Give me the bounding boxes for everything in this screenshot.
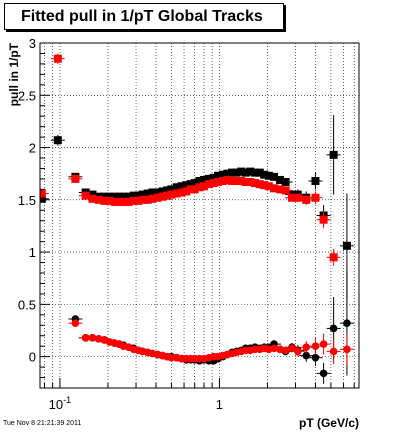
- data-point: [326, 338, 341, 364]
- data-point: [308, 337, 323, 355]
- data-point: [316, 211, 331, 229]
- y-tick-label: 1.5: [18, 193, 36, 208]
- data-point: [68, 319, 83, 327]
- data-point: [50, 53, 65, 64]
- data-point: [290, 346, 305, 357]
- y-tick-label: 1: [29, 245, 36, 260]
- chart-title: Fitted pull in 1/pT Global Tracks: [21, 7, 263, 25]
- timestamp: Tue Nov 8 21:21:39 2011: [3, 420, 82, 427]
- data-point: [326, 248, 341, 266]
- x-tick-label: 10-1: [49, 395, 71, 412]
- y-tick-label: 3: [29, 36, 36, 51]
- data-point: [68, 174, 83, 183]
- y-tick-label: 0: [29, 350, 36, 365]
- data-point: [316, 333, 331, 355]
- y-tick-label: 0.5: [18, 297, 36, 312]
- tick-labels: 0 0.5 1 1.5 2 2.5 3 10-1 1: [18, 36, 223, 412]
- x-tick-label: 1: [216, 397, 223, 412]
- data-point: [339, 333, 354, 365]
- data-point: [308, 191, 323, 204]
- axis-ticks: [40, 42, 355, 389]
- y-tick-label: 2.5: [18, 88, 36, 103]
- data-point: [278, 186, 293, 195]
- y-axis-title: pull in 1/pT: [7, 42, 21, 106]
- data-point: [326, 115, 341, 195]
- chart-title-box: Fitted pull in 1/pT Global Tracks: [4, 3, 284, 30]
- data-point: [299, 194, 314, 206]
- data-point: [278, 178, 293, 187]
- plot-frame: [39, 42, 360, 389]
- data-point: [299, 340, 314, 354]
- data-points: [40, 53, 354, 384]
- data-point: [308, 172, 323, 190]
- x-axis-title: pT (GeV/c): [299, 416, 359, 430]
- data-point: [50, 135, 65, 146]
- data-point: [40, 189, 49, 198]
- grid: [40, 42, 359, 388]
- y-tick-label: 2: [29, 141, 36, 156]
- data-point: [267, 344, 282, 353]
- data-point: [316, 362, 331, 384]
